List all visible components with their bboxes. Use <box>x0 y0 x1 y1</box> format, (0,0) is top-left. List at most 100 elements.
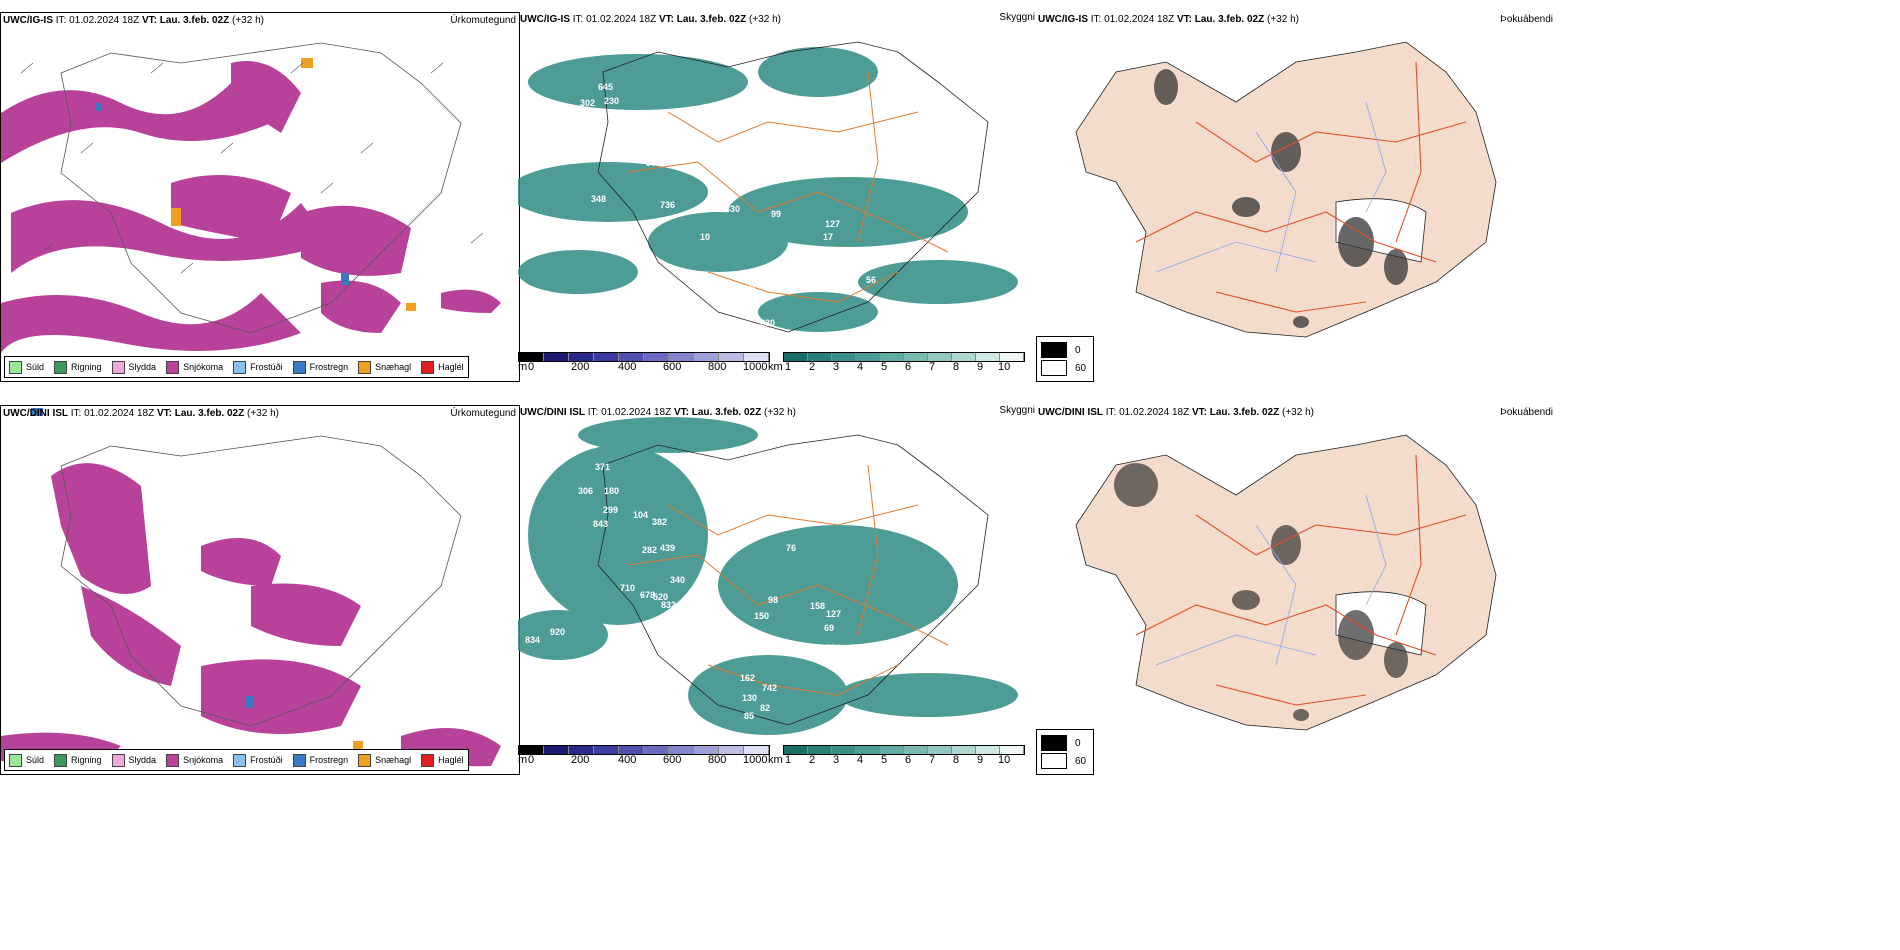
legend-item: Súld <box>9 360 45 374</box>
precip-legend: Súld Rigning Slydda Snjókoma Frostúði Fr… <box>4 356 469 378</box>
colorbar-tick: 200 <box>571 361 590 373</box>
fog-map-graphic <box>1075 434 1497 731</box>
colorbar-tick: 2 <box>809 754 816 766</box>
vis-value: 53 <box>868 667 879 677</box>
vis-value: 69 <box>824 623 835 633</box>
colorbar-tick: 7 <box>929 361 936 373</box>
vis-value: 678 <box>640 590 656 600</box>
vis-value: 150 <box>754 611 770 621</box>
fog-title: Þokuábendi <box>1500 407 1553 418</box>
fog-legend: 0 60 <box>1036 336 1094 382</box>
vis-value: 230 <box>604 96 620 106</box>
legend-item: Frostregn <box>292 753 349 767</box>
colorbar-tick: 4 <box>857 754 864 766</box>
fog-title: Þokuábendi <box>1500 14 1553 25</box>
colorbar-tick: 0 <box>528 361 535 373</box>
fog-legend-label: 60 <box>1075 362 1087 374</box>
vis-value: 382 <box>652 517 668 527</box>
fog-map-graphic <box>1075 41 1497 338</box>
vis-value: 134 <box>828 254 844 264</box>
vis-value: 282 <box>642 545 658 555</box>
legend-swatch <box>421 360 435 374</box>
colorbar-tick: 5 <box>881 754 888 766</box>
vis-value: 299 <box>603 505 619 515</box>
precip-map-graphic <box>1 42 501 353</box>
colorbar-unit: m <box>518 754 528 766</box>
vis-value: 317 <box>740 284 756 294</box>
vis-value: 180 <box>604 486 620 496</box>
map-header: UWC/IG-IS IT: 01.02.2024 18Z VT: Lau. 3.… <box>520 14 781 25</box>
colorbar-tick: 3 <box>833 361 840 373</box>
vis-value: 371 <box>595 462 611 472</box>
legend-swatch <box>421 753 435 767</box>
legend-item: Slydda <box>111 753 157 767</box>
legend-swatch <box>9 753 22 767</box>
legend-label: Súld <box>26 362 45 372</box>
legend-item: Snæhagl <box>358 753 411 767</box>
vis-value: 742 <box>762 683 778 693</box>
visibility-map-row1: 645 302 230 236 587 979 357 317 360 809 … <box>518 12 1038 380</box>
map-header: UWC/DINI ISL IT: 01.02.2024 18Z VT: Lau.… <box>3 408 279 419</box>
legend-item: Rigning <box>54 360 102 374</box>
fog-index-map-row2: UWC/DINI ISL IT: 01.02.2024 18Z VT: Lau.… <box>1036 405 1556 735</box>
legend-swatch <box>292 360 306 374</box>
fog-swatch-60 <box>1041 360 1067 376</box>
colorbar-tick: 8 <box>953 361 960 373</box>
legend-swatch <box>292 753 306 767</box>
legend-item: Frostúði <box>233 753 283 767</box>
colorbar-unit: km <box>768 361 783 373</box>
vis-value: 17 <box>823 232 834 242</box>
colorbar-tick: 600 <box>663 361 682 373</box>
fog-legend-label: 60 <box>1075 755 1087 767</box>
legend-swatch <box>111 360 125 374</box>
fog-legend: 0 60 <box>1036 729 1094 775</box>
legend-label: Haglél <box>438 362 464 372</box>
legend-label: Frostregn <box>309 755 349 765</box>
vis-value: 306 <box>578 486 594 496</box>
vis-value: 710 <box>620 583 636 593</box>
vis-value: 834 <box>525 635 541 645</box>
legend-label: Slydda <box>128 362 157 372</box>
vis-value: 162 <box>740 673 756 683</box>
legend-swatch <box>166 360 180 374</box>
legend-label: Frostúði <box>250 362 283 372</box>
vis-value: 302 <box>580 98 596 108</box>
colorbar-tick: 200 <box>571 754 590 766</box>
vis-value: 920 <box>550 627 566 637</box>
legend-label: Snæhagl <box>375 362 412 372</box>
vis-colorbar-km: km 1 2 3 4 5 6 7 8 9 10 <box>768 352 1033 380</box>
vis-value: 645 <box>598 82 614 92</box>
precip-title: Úrkomutegund <box>450 408 516 419</box>
vis-value: 85 <box>744 711 755 721</box>
fog-index-map-row1: UWC/IG-IS IT: 01.02.2024 18Z VT: Lau. 3.… <box>1036 12 1556 342</box>
visibility-map-graphic <box>518 41 1018 333</box>
legend-label: Rigning <box>71 362 102 372</box>
legend-label: Frostregn <box>309 362 349 372</box>
vis-value: 357 <box>718 142 734 152</box>
fog-swatch-0 <box>1041 342 1067 358</box>
map-header: UWC/DINI ISL IT: 01.02.2024 18Z VT: Lau.… <box>1038 407 1314 418</box>
legend-item: Snjókoma <box>166 360 223 374</box>
map-header: UWC/IG-IS IT: 01.02.2024 18Z VT: Lau. 3.… <box>3 15 264 26</box>
legend-item: Snæhagl <box>358 360 412 374</box>
legend-label: Frostúði <box>250 755 283 765</box>
legend-swatch <box>111 753 125 767</box>
colorbar-tick: 1000 <box>743 754 768 766</box>
colorbar-tick: 400 <box>618 754 637 766</box>
colorbar-tick: 7 <box>929 754 936 766</box>
vis-value: 360 <box>790 128 806 138</box>
vis-value: 317 <box>776 138 792 148</box>
legend-item: Súld <box>9 753 44 767</box>
colorbar-tick: 6 <box>905 361 912 373</box>
legend-label: Slydda <box>128 755 157 765</box>
vis-value: 872 <box>550 665 566 675</box>
vis-colorbar-km: km 1 2 3 4 5 6 7 8 9 10 <box>768 745 1033 773</box>
vis-value: 330 <box>725 204 741 214</box>
colorbar-tick: 800 <box>708 361 727 373</box>
vis-value: 348 <box>591 194 607 204</box>
fog-legend-label: 0 <box>1075 737 1081 749</box>
precip-map-graphic <box>1 408 501 767</box>
precip-legend: Súld Rigning Slydda Snjókoma Frostúði Fr… <box>4 749 469 771</box>
vis-value: 236 <box>610 108 626 118</box>
colorbar-tick: 1000 <box>743 361 768 373</box>
